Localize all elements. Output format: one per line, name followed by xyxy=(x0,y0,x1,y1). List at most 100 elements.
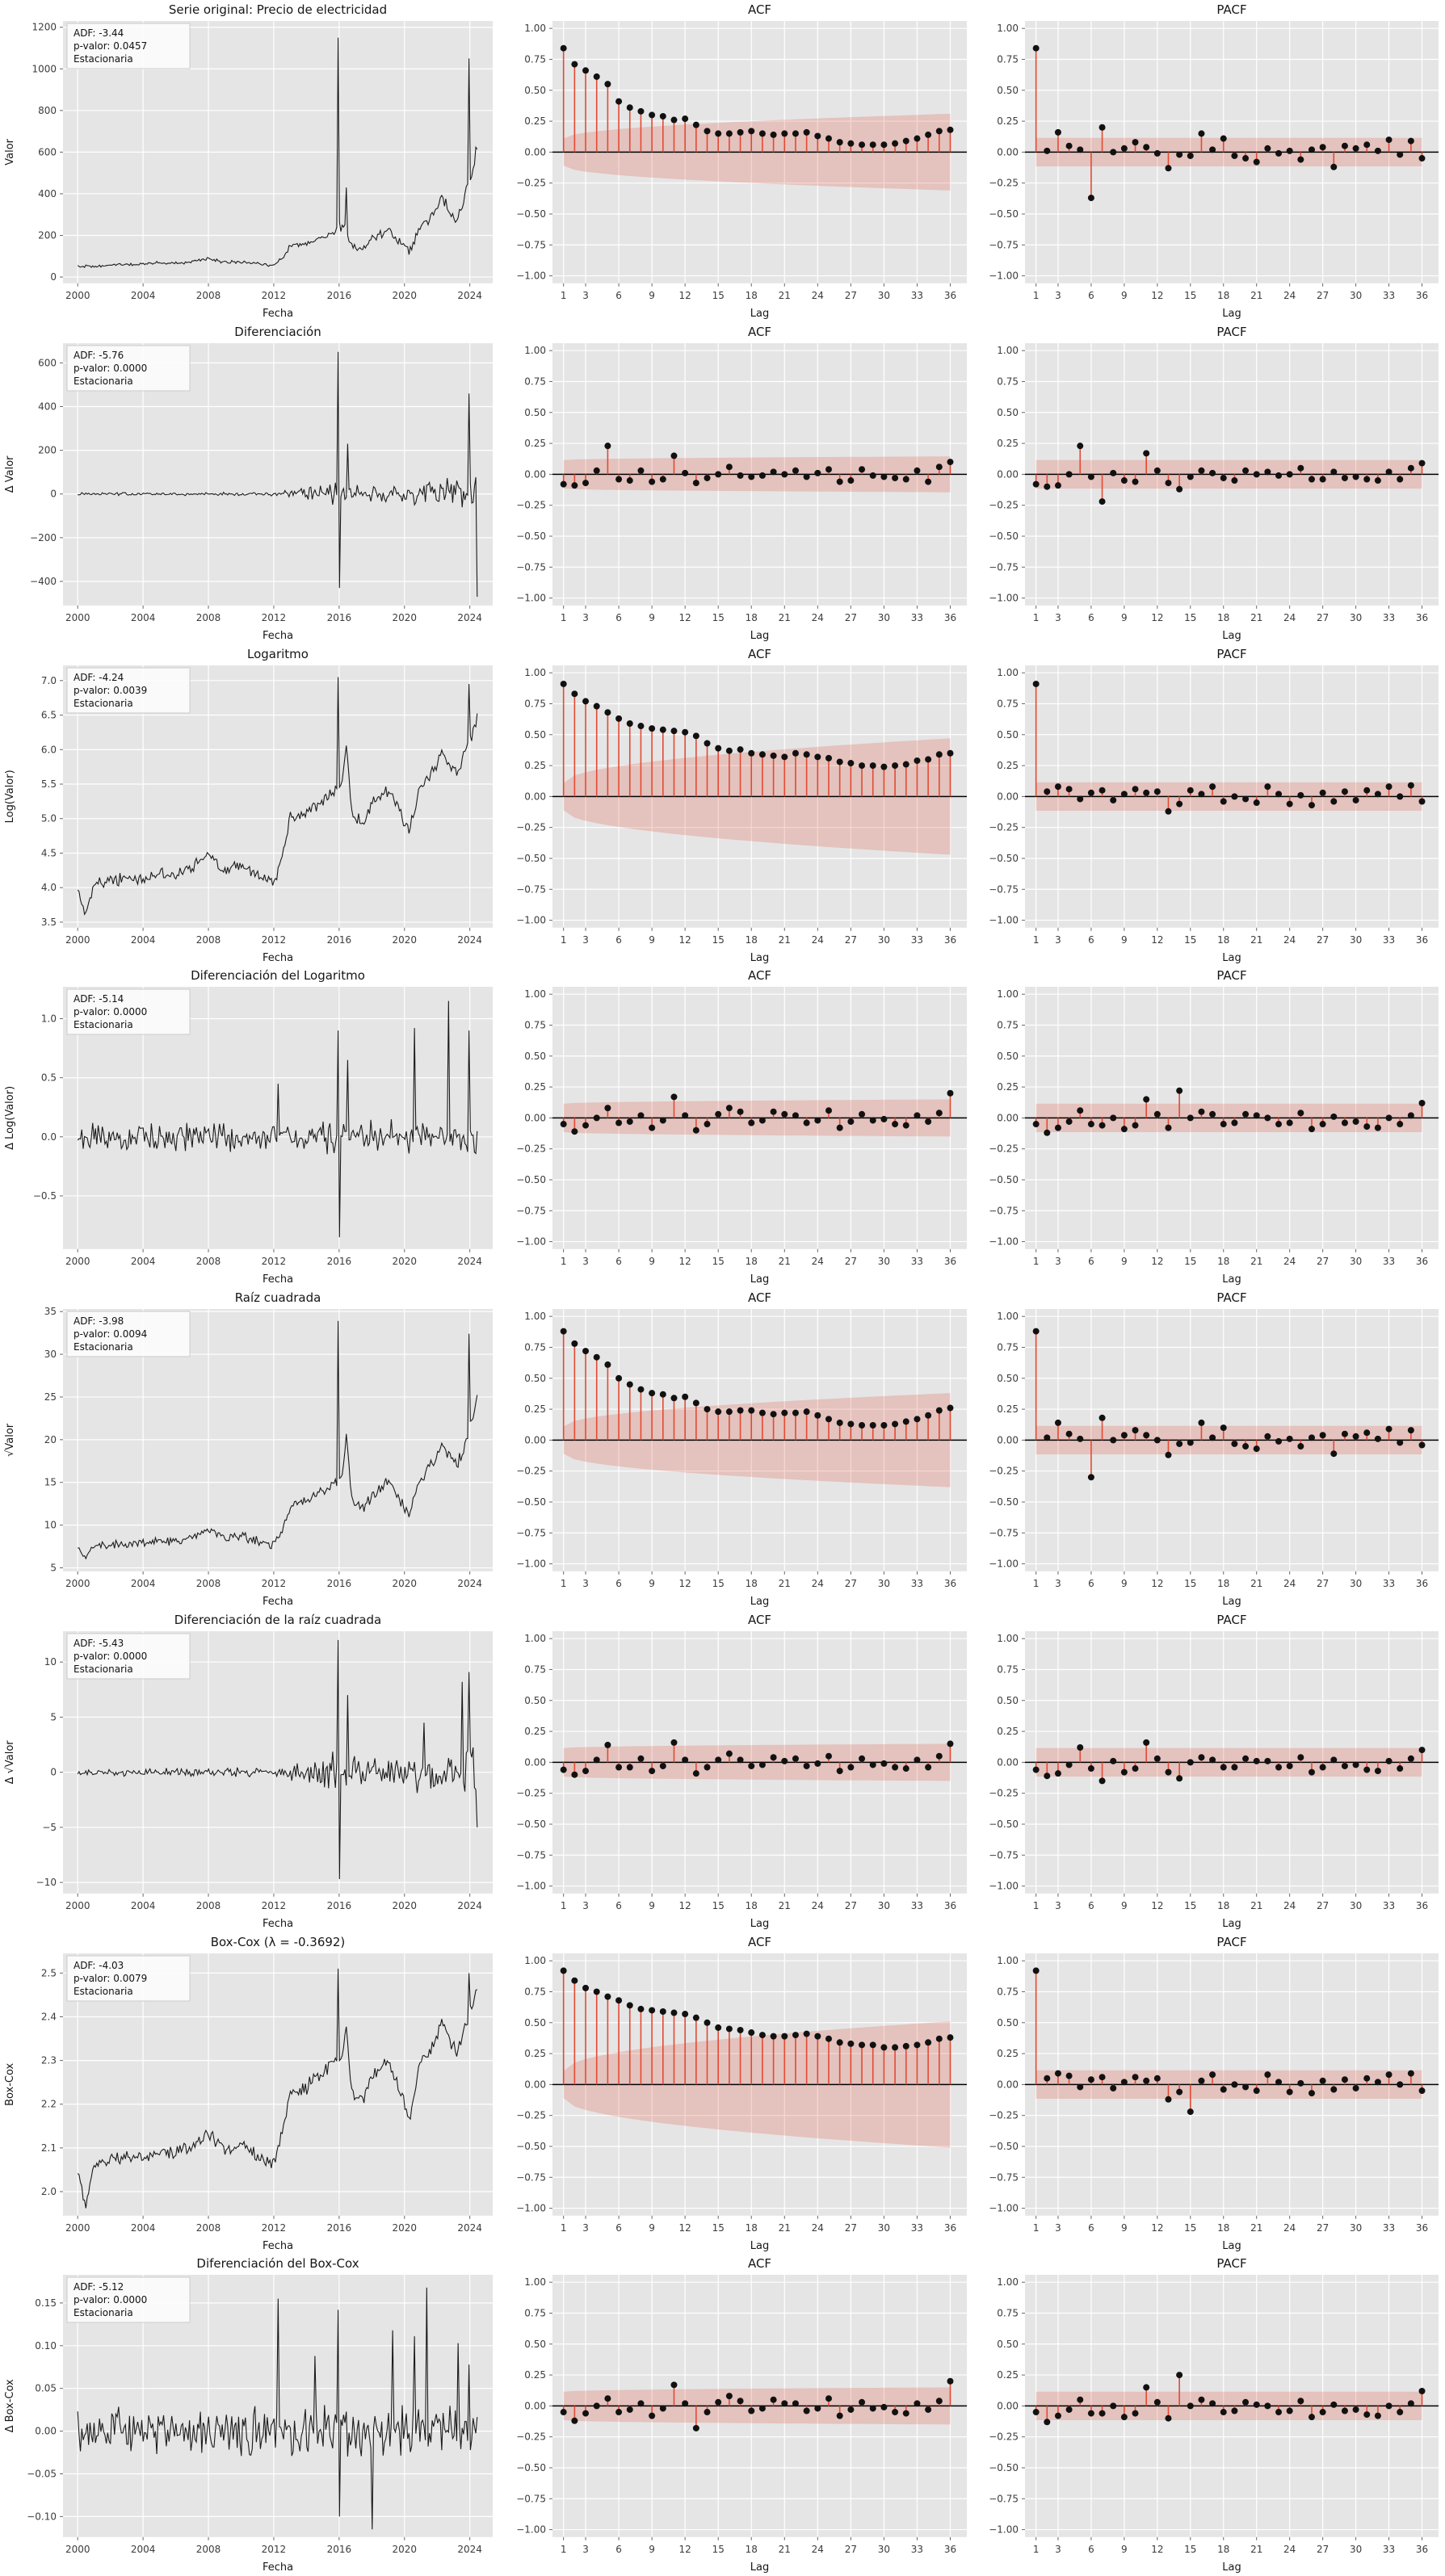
x-tick-label: 2012 xyxy=(262,1900,287,1911)
y-tick-label: −0.25 xyxy=(516,2109,546,2121)
x-tick-label: 2008 xyxy=(196,1578,221,1589)
y-tick-label: 0.50 xyxy=(997,2339,1019,2350)
grid-lines xyxy=(63,1308,493,1571)
x-tick-label: 36 xyxy=(1416,612,1428,623)
x-tick-label: 21 xyxy=(779,612,791,623)
subplot-row7-acf: 1 3 6 9 12 15 18 21 24 27 30 33 36−1.00−0.75−0.50−0.… xyxy=(516,1934,967,2251)
y-tick-label: −0.50 xyxy=(989,531,1019,542)
y-tick-label: 0.25 xyxy=(997,1403,1019,1415)
x-tick-label: 36 xyxy=(1416,1578,1428,1589)
y-tick-label: −0.50 xyxy=(989,2140,1019,2151)
x-tick-label: 21 xyxy=(1250,612,1262,623)
acf-markers xyxy=(560,44,954,149)
x-tick-label: 24 xyxy=(1283,1256,1296,1267)
x-tick-label: 9 xyxy=(649,1578,655,1589)
subplot-title: PACF xyxy=(1216,2,1246,17)
subplot-row1-series: 2000 2004 2008 2012 2016 2020 2024 0 200 400 600 80… xyxy=(4,2,493,320)
subplot-title: Box-Cox (λ = -0.3692) xyxy=(211,1934,346,1949)
y-tick-label: 0.75 xyxy=(997,1663,1019,1675)
x-tick-label: 30 xyxy=(1350,1900,1362,1911)
y-tick-label: −1.00 xyxy=(516,1236,546,1248)
x-tick-label: 33 xyxy=(1383,1256,1395,1267)
subplot-row8-acf: 1 3 6 9 12 15 18 21 24 27 30 33 36−1.00−0.75−0.50−0.… xyxy=(516,2256,967,2574)
x-tick-label: 33 xyxy=(1383,290,1395,301)
x-tick-label: 30 xyxy=(878,1256,890,1267)
y-tick-label: −0.75 xyxy=(989,561,1019,573)
x-tick-label: 12 xyxy=(1151,933,1163,945)
axis-ticks: 2000 2004 2008 2012 2016 2020 2024 −0.5 0.0 0.5 1.… xyxy=(33,1013,482,1267)
x-tick-label: 12 xyxy=(1151,290,1163,301)
y-tick-label: 0.00 xyxy=(524,1756,546,1768)
adf-annotation-box xyxy=(66,2276,191,2323)
x-tick-label: 1 xyxy=(1033,1578,1040,1589)
y-tick-label: −1.00 xyxy=(516,1559,546,1570)
acf-markers xyxy=(560,2377,954,2432)
x-tick-label: 2012 xyxy=(262,290,287,301)
y-axis-label: Δ Valor xyxy=(4,455,16,493)
x-tick-label: 2004 xyxy=(131,290,156,301)
x-tick-label: 33 xyxy=(911,1578,923,1589)
y-tick-label: 0.50 xyxy=(524,2339,546,2350)
y-tick-label: 0.75 xyxy=(524,1986,546,1997)
x-tick-label: 15 xyxy=(712,2544,725,2555)
x-axis-label: Lag xyxy=(750,2561,769,2574)
x-tick-label: 2016 xyxy=(327,612,352,623)
x-tick-label: 1 xyxy=(1033,2544,1040,2555)
x-tick-label: 30 xyxy=(878,933,890,945)
axis-ticks: 2000 2004 2008 2012 2016 2020 2024 −0.10 −0.05 0.… xyxy=(27,2297,482,2555)
x-tick-label: 2004 xyxy=(131,612,156,623)
series-line xyxy=(77,1001,478,1238)
x-tick-label: 30 xyxy=(1350,290,1362,301)
x-tick-label: 27 xyxy=(1317,290,1329,301)
x-tick-label: 2024 xyxy=(457,2544,482,2555)
x-tick-label: 15 xyxy=(1184,290,1196,301)
y-tick-label: 0.25 xyxy=(997,760,1019,771)
x-tick-label: 12 xyxy=(1151,1900,1163,1911)
x-tick-label: 12 xyxy=(1151,1578,1163,1589)
x-tick-label: 2012 xyxy=(262,2544,287,2555)
x-tick-label: 27 xyxy=(845,2221,857,2233)
y-tick-label: 0.00 xyxy=(997,1434,1019,1445)
x-tick-label: 15 xyxy=(1184,2544,1196,2555)
y-tick-label: −0.75 xyxy=(989,2171,1019,2183)
x-axis-label: Lag xyxy=(1222,2239,1241,2251)
y-tick-label: 0.25 xyxy=(524,760,546,771)
axis-ticks: 2000 2004 2008 2012 2016 2020 2024 −10 −5 0 5 10 xyxy=(36,1656,482,1911)
y-tick-label: 0.50 xyxy=(997,407,1019,418)
axis-ticks: 1 3 6 9 12 15 18 21 24 27 30 33 36−1.00−0.75−0.50−0.… xyxy=(989,1633,1428,1911)
x-axis-label: Fecha xyxy=(263,1273,293,1286)
x-tick-label: 12 xyxy=(679,933,691,945)
axis-ticks: 1 3 6 9 12 15 18 21 24 27 30 33 36−1.00−0.75−0.50−0.… xyxy=(516,1633,956,1911)
y-tick-label: 0.25 xyxy=(524,115,546,127)
series-line xyxy=(78,1320,478,1560)
axis-ticks: 1 3 6 9 12 15 18 21 24 27 30 33 36−1.00−0.75−0.50−0.… xyxy=(516,667,956,946)
x-tick-label: 3 xyxy=(582,2544,589,2555)
x-tick-label: 30 xyxy=(878,1900,890,1911)
x-tick-label: 27 xyxy=(845,933,857,945)
stationarity-label: Estacionaria xyxy=(74,375,133,387)
p-value: p-valor: 0.0000 xyxy=(74,2294,147,2305)
x-tick-label: 36 xyxy=(1416,1256,1428,1267)
stationarity-label: Estacionaria xyxy=(74,53,133,65)
x-tick-label: 30 xyxy=(878,290,890,301)
y-tick-label: 0.00 xyxy=(524,2401,546,2412)
y-axis-label: Box-Cox xyxy=(4,2062,16,2105)
x-tick-label: 9 xyxy=(649,612,655,623)
subplot-row3-pacf: 1 3 6 9 12 15 18 21 24 27 30 33 36−1.00−0.75−0.50−0.… xyxy=(989,646,1439,963)
x-tick-label: 3 xyxy=(582,1900,589,1911)
x-axis-label: Lag xyxy=(1222,1273,1241,1286)
y-tick-label: 20 xyxy=(44,1434,57,1445)
x-tick-label: 36 xyxy=(944,2544,956,2555)
y-tick-label: −0.25 xyxy=(516,1143,546,1155)
y-tick-label: −0.25 xyxy=(989,1466,1019,1477)
y-tick-label: 5.0 xyxy=(41,812,57,824)
y-tick-label: −1.00 xyxy=(989,2202,1019,2213)
subplot-row4-pacf: 1 3 6 9 12 15 18 21 24 27 30 33 36−1.00−0.75−0.50−0.… xyxy=(989,968,1439,1286)
y-tick-label: −0.75 xyxy=(516,883,546,895)
p-value: p-valor: 0.0000 xyxy=(74,1651,147,1662)
x-tick-label: 9 xyxy=(649,290,655,301)
y-tick-label: 0.50 xyxy=(997,1373,1019,1384)
p-value: p-valor: 0.0039 xyxy=(74,684,147,695)
y-tick-label: −0.25 xyxy=(989,1787,1019,1798)
x-tick-label: 33 xyxy=(911,933,923,945)
